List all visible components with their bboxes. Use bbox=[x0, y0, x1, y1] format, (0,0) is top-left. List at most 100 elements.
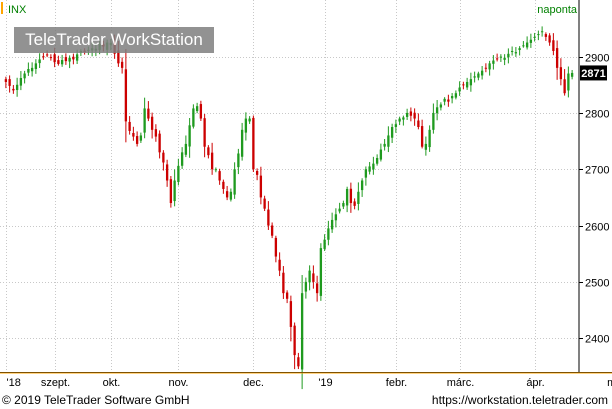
candle-body bbox=[368, 166, 371, 172]
candle bbox=[518, 46, 521, 56]
candle-body bbox=[143, 108, 146, 133]
candle-body bbox=[533, 36, 536, 38]
candle bbox=[68, 55, 71, 69]
candle bbox=[507, 48, 510, 64]
candle bbox=[297, 352, 300, 370]
y-tick-label: 2700 bbox=[585, 165, 609, 177]
candle-body bbox=[473, 76, 476, 78]
candle bbox=[57, 55, 60, 66]
candle bbox=[428, 125, 431, 152]
candle bbox=[19, 71, 23, 91]
candle-body bbox=[383, 143, 386, 147]
candle-body bbox=[255, 170, 259, 175]
candle-body bbox=[522, 45, 525, 47]
candle-body bbox=[507, 53, 510, 58]
candle-body bbox=[23, 73, 26, 79]
y-tick-label: 2600 bbox=[585, 222, 609, 234]
candle bbox=[308, 265, 311, 291]
candle bbox=[334, 208, 338, 228]
candle-body bbox=[150, 116, 154, 130]
candle bbox=[188, 118, 191, 158]
candle-body bbox=[330, 219, 334, 230]
candle bbox=[330, 212, 334, 233]
candle-body bbox=[342, 203, 345, 207]
candle-body bbox=[304, 281, 308, 292]
candle-body bbox=[240, 129, 244, 157]
candle bbox=[177, 158, 180, 186]
candle bbox=[229, 188, 233, 202]
candle-body bbox=[454, 93, 458, 98]
candle bbox=[375, 154, 379, 166]
candle-body bbox=[132, 132, 135, 137]
candle bbox=[132, 126, 135, 141]
candle-body bbox=[57, 60, 60, 64]
candle bbox=[259, 166, 263, 205]
candle bbox=[540, 26, 544, 37]
candle-body bbox=[555, 48, 559, 68]
x-tick-label: okt. bbox=[103, 377, 121, 389]
candle bbox=[285, 290, 289, 304]
candle-body bbox=[300, 293, 304, 370]
candle bbox=[173, 169, 176, 207]
candle-body bbox=[135, 136, 139, 144]
candle-body bbox=[525, 42, 529, 48]
candle-body bbox=[360, 180, 364, 191]
candle-body bbox=[244, 118, 248, 133]
y-tick-label: 2800 bbox=[585, 109, 609, 121]
candle bbox=[563, 69, 566, 96]
candle bbox=[120, 57, 124, 74]
y-tick-label: 2900 bbox=[585, 53, 609, 65]
x-axis: '18 szept. okt. nov. dec. '19 febr. márc. ápr. má… bbox=[7, 377, 612, 389]
candle bbox=[30, 62, 34, 77]
candle-body bbox=[327, 228, 330, 240]
candle-body bbox=[68, 57, 71, 62]
candle bbox=[248, 116, 251, 124]
x-tick-label: márc. bbox=[447, 377, 475, 389]
candle-body bbox=[462, 84, 465, 86]
candle-body bbox=[402, 117, 405, 120]
candle bbox=[390, 123, 394, 143]
candle bbox=[323, 234, 326, 252]
candle bbox=[567, 66, 570, 98]
candle-body bbox=[289, 301, 293, 327]
candle-body bbox=[233, 169, 236, 195]
candle-body bbox=[567, 73, 570, 91]
candle-body bbox=[559, 67, 563, 80]
interval-label: naponta bbox=[537, 4, 578, 16]
candle bbox=[210, 142, 214, 175]
candle bbox=[278, 252, 281, 277]
candle-body bbox=[364, 169, 368, 178]
x-tick-label: febr. bbox=[386, 377, 407, 389]
candle-body bbox=[180, 152, 184, 166]
candle bbox=[222, 179, 225, 194]
candle-body bbox=[195, 106, 199, 112]
candle-body bbox=[458, 87, 461, 92]
candle-body bbox=[492, 60, 495, 64]
candle bbox=[383, 139, 386, 151]
candle bbox=[447, 94, 450, 107]
candle-body bbox=[552, 40, 555, 51]
candle-body bbox=[424, 143, 428, 150]
candle-body bbox=[563, 79, 566, 94]
candle bbox=[402, 115, 405, 126]
candle-body bbox=[447, 99, 450, 102]
candle-body bbox=[387, 135, 390, 147]
candle-body bbox=[19, 78, 23, 86]
last-price-value: 2871 bbox=[581, 68, 605, 80]
candle bbox=[4, 76, 8, 89]
candle-body bbox=[345, 188, 349, 206]
candle bbox=[304, 277, 308, 299]
candle-body bbox=[417, 120, 420, 128]
candle bbox=[353, 198, 356, 210]
candle-body bbox=[323, 239, 326, 249]
candle-body bbox=[439, 104, 443, 108]
candle-body bbox=[263, 198, 266, 209]
candle bbox=[240, 122, 244, 161]
x-tick-label: ápr. bbox=[526, 377, 544, 389]
candle bbox=[312, 265, 315, 289]
x-tick-label: '18 bbox=[7, 377, 21, 389]
candle-body bbox=[117, 50, 120, 64]
candle bbox=[218, 168, 221, 185]
candle-body bbox=[308, 270, 311, 283]
candle-body bbox=[120, 61, 124, 68]
